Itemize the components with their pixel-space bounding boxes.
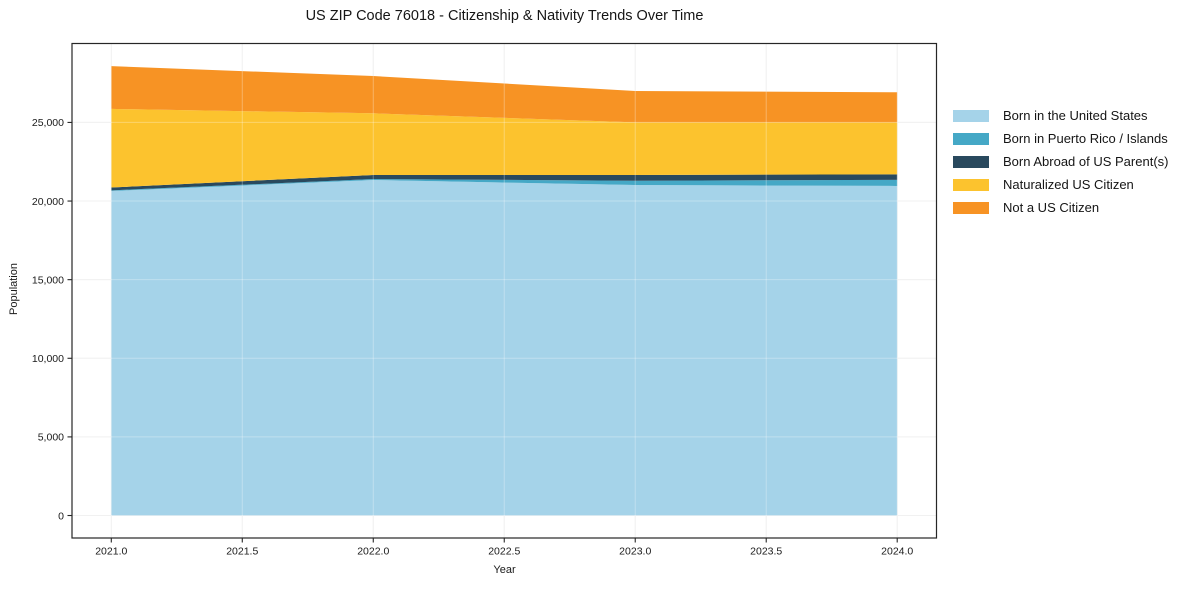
legend-item: Not a US Citizen xyxy=(953,200,1168,215)
legend-label: Naturalized US Citizen xyxy=(1003,177,1134,192)
legend-item: Born Abroad of US Parent(s) xyxy=(953,154,1169,169)
legend-swatch-born-in-the-united-states xyxy=(953,109,989,122)
legend-swatch-born-in-puerto-rico-islands xyxy=(953,132,989,145)
legend: Born in the United States Born in Puerto … xyxy=(953,108,1169,224)
y-tick-label: 25,000 xyxy=(32,117,64,129)
x-tick-label: 2021.0 xyxy=(95,546,127,558)
y-axis-label: Population xyxy=(8,263,20,315)
legend-label: Born in the United States xyxy=(1003,108,1148,123)
x-tick-label: 2022.5 xyxy=(488,546,520,558)
area-series-naturalized-us-citizen xyxy=(111,108,898,188)
area-series-not-a-us-citizen xyxy=(111,66,898,123)
area-series-born-abroad-of-us-parent-s xyxy=(111,174,898,191)
x-tick-label: 2023.0 xyxy=(619,546,651,558)
x-tick-label: 2022.0 xyxy=(357,546,389,558)
y-tick-label: 5,000 xyxy=(38,432,64,444)
legend-swatch-naturalized-us-citizen xyxy=(953,178,989,191)
area-series-born-in-the-united-states xyxy=(111,179,898,516)
y-tick-label: 20,000 xyxy=(32,196,64,208)
legend-item: Naturalized US Citizen xyxy=(953,177,1168,192)
legend-label: Born Abroad of US Parent(s) xyxy=(1003,154,1169,169)
chart-title: US ZIP Code 76018 - Citizenship & Nativi… xyxy=(305,8,704,24)
x-tick-label: 2023.5 xyxy=(750,546,782,558)
legend-swatch-born-abroad-of-us-parent-s xyxy=(953,155,989,168)
x-axis-label: Year xyxy=(493,564,516,576)
y-tick-label: 15,000 xyxy=(32,274,64,286)
y-tick-label: 10,000 xyxy=(32,353,64,365)
legend-label: Not a US Citizen xyxy=(1003,200,1100,215)
legend-item: Born in the United States xyxy=(953,108,1168,123)
legend-label: Born in Puerto Rico / Islands xyxy=(1003,131,1168,146)
area-series-born-in-puerto-rico-islands xyxy=(111,179,898,191)
y-tick-label: 0 xyxy=(58,510,64,522)
x-tick-label: 2021.5 xyxy=(226,546,258,558)
legend-item: Born in Puerto Rico / Islands xyxy=(953,131,1168,146)
x-tick-label: 2024.0 xyxy=(881,546,913,558)
legend-swatch-not-a-us-citizen xyxy=(953,201,989,214)
